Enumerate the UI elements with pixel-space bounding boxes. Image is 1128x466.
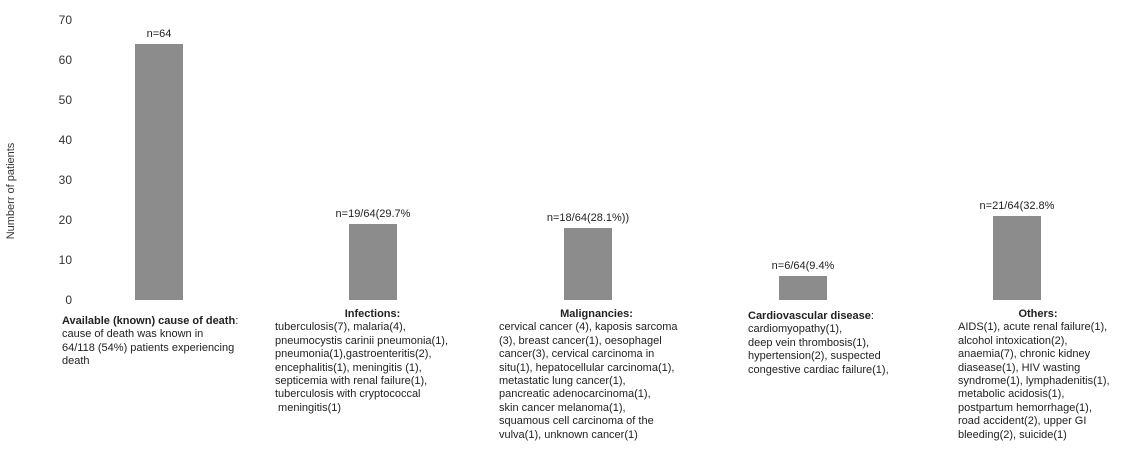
caption-line: tuberculosis with cryptococcal: [275, 388, 421, 401]
bar-data-label: n=18/64(28.1%)): [547, 212, 629, 224]
caption-heading: Infections:: [344, 308, 401, 320]
caption-line: squamous cell carcinoma of the: [499, 415, 654, 428]
caption-heading-suffix: :: [235, 315, 239, 327]
y-tick-label: 40: [59, 133, 73, 147]
bar: [993, 216, 1041, 300]
caption-line: cervical cancer (4), kaposis sarcoma: [499, 321, 678, 334]
caption-line: deep vein thrombosis(1),: [748, 336, 870, 349]
y-tick-label: 10: [59, 253, 73, 267]
y-tick-label: 70: [59, 13, 73, 27]
y-tick-label: 20: [59, 213, 73, 227]
caption-known-cause: Available (known) cause of death: cause …: [62, 315, 238, 369]
caption-line: cancer(3), cervical carcinoma in: [499, 348, 655, 361]
caption-line: tuberculosis(7), malaria(4),: [275, 321, 406, 334]
bar: [564, 228, 612, 300]
bar-data-label: n=64: [147, 28, 172, 40]
caption-infections: Infections: tuberculosis(7), malaria(4),…: [275, 308, 470, 415]
bar-data-label: n=21/64(32.8%: [980, 200, 1055, 212]
caption-line: bleeding(2), suicide(1): [958, 428, 1067, 441]
caption-line: cause of death was known in: [62, 328, 204, 341]
bar: [135, 44, 183, 300]
caption-line: 64/118 (54%) patients experiencing: [62, 341, 235, 354]
caption-line: meningitis(1): [275, 401, 342, 414]
caption-line: pneumocystis carinii pneumonia(1),: [275, 334, 449, 347]
caption-cardiovascular: Cardiovascular disease: cardiomyopathy(1…: [748, 310, 889, 377]
bar: [349, 224, 397, 300]
caption-line: encephalitis(1), meningitis (1),: [275, 361, 422, 374]
caption-heading: Malignancies:: [560, 308, 633, 320]
caption-line: hypertension(2), suspected: [748, 350, 881, 363]
caption-heading: Cardiovascular disease: [748, 310, 871, 322]
caption-line: death: [62, 355, 90, 368]
data-labels: n=64 n=19/64(29.7% n=18/64(28.1%)) n=6/64(9…: [147, 28, 1055, 272]
bar-data-label: n=19/64(29.7%: [336, 208, 411, 220]
caption-line: vulva(1), unknown cancer(1): [499, 428, 638, 441]
caption-line: septicemia with renal failure(1),: [275, 375, 428, 388]
caption-line: AIDS(1), acute renal failure(1),: [958, 321, 1108, 334]
caption-line: cardiomyopathy(1),: [748, 323, 843, 336]
caption-heading-suffix: :: [870, 310, 874, 322]
caption-line: (3), breast cancer(1), oesophagel: [499, 334, 662, 347]
caption-line: diasease(1), HIV wasting: [958, 361, 1081, 374]
caption-heading: Others:: [1018, 308, 1058, 320]
caption-line: metastatic lung cancer(1),: [499, 375, 626, 388]
caption-heading: Available (known) cause of death: [62, 315, 236, 327]
caption-line: skin cancer melanoma(1),: [499, 401, 626, 414]
bar-data-label: n=6/64(9.4%: [772, 260, 835, 272]
y-tick-label: 30: [59, 173, 73, 187]
y-tick-label: 0: [65, 293, 72, 307]
caption-others: Others: AIDS(1), acute renal failure(1),…: [958, 308, 1118, 442]
bars: [135, 44, 1041, 300]
caption-line: metabolic acidosis(1),: [958, 388, 1065, 401]
bar: [779, 276, 827, 300]
caption-line: congestive cardiac failure(1),: [748, 363, 889, 376]
caption-line: road accident(2), upper GI: [958, 415, 1087, 428]
y-axis-label: Numberr of patients: [5, 142, 17, 239]
caption-line: syndrome(1), lymphadenitis(1),: [958, 375, 1110, 388]
caption-line: situ(1), hepatocellular carcinoma(1),: [499, 361, 675, 374]
y-tick-label: 60: [59, 53, 73, 67]
caption-line: postpartum hemorrhage(1),: [958, 401, 1092, 414]
caption-line: anaemia(7), chronic kidney: [958, 348, 1091, 361]
y-axis: 0 10 20 30 40 50 60 70: [59, 13, 73, 307]
caption-line: alcohol intoxication(2),: [958, 334, 1068, 347]
y-tick-label: 50: [59, 93, 73, 107]
caption-line: pancreatic adenocarcinoma(1),: [499, 388, 651, 401]
caption-line: pneumonia(1),gastroenteritis(2),: [275, 348, 432, 361]
caption-malignancies: Malignancies: cervical cancer (4), kapos…: [499, 308, 694, 442]
